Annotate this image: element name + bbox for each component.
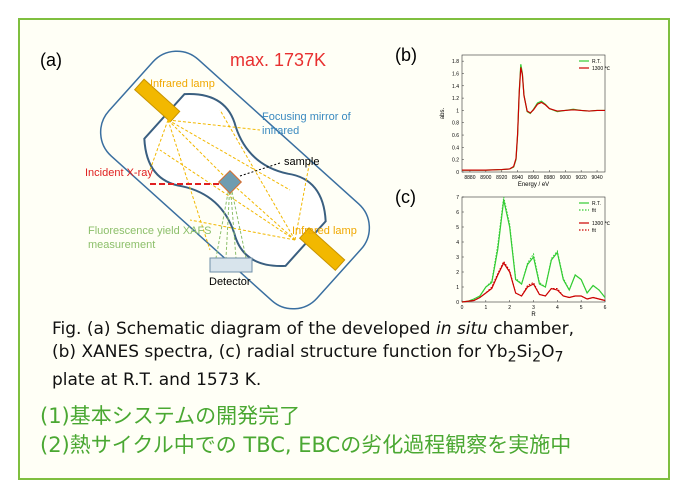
subscript: 2 — [508, 349, 517, 365]
y-tick-label: 0.2 — [452, 158, 459, 164]
y-tick-label: 3 — [456, 255, 459, 261]
legend-label: fit — [592, 228, 597, 234]
caption-text: Si — [517, 342, 533, 362]
mirror-label: infrared — [262, 125, 299, 137]
y-tick-label: 1.8 — [452, 59, 459, 65]
legend-label: 1300 ℃ — [592, 66, 611, 72]
x-tick-label: 8980 — [544, 175, 555, 181]
note: (1)基本システムの開発完了 — [40, 402, 571, 431]
panel-label: (a) — [40, 50, 62, 70]
series-line — [462, 263, 605, 302]
caption-italic: in situ — [436, 319, 488, 339]
caption-text: O — [541, 342, 554, 362]
fluorescence-label: measurement — [88, 239, 155, 251]
subscript: 2 — [532, 349, 541, 365]
y-tick-label: 4 — [456, 240, 459, 246]
caption: Fig. (a) Schematic diagram of the develo… — [52, 318, 652, 392]
detector-box — [210, 258, 252, 272]
plot-frame — [462, 55, 605, 172]
y-tick-label: 1 — [456, 285, 459, 291]
y-tick-label: 2 — [456, 270, 459, 276]
y-tick-label: 5 — [456, 225, 459, 231]
caption-text: (b) XANES spectra, (c) radial structure … — [52, 342, 508, 362]
legend-label: R.T. — [592, 59, 601, 65]
subscript: 7 — [555, 349, 564, 365]
lamp-label: Infrared lamp — [292, 225, 357, 237]
lamp-label: Infrared lamp — [150, 78, 215, 90]
x-tick-label: 6 — [604, 305, 607, 311]
x-tick-label: 8920 — [496, 175, 507, 181]
caption-text: plate at R.T. and 1573 K. — [52, 370, 261, 390]
detector-label: Detector — [209, 276, 251, 288]
panel-label: (c) — [395, 187, 416, 207]
series-line — [462, 67, 605, 170]
legend-label: R.T. — [592, 201, 601, 207]
x-tick-label: 8880 — [464, 175, 475, 181]
x-tick-label: 8960 — [528, 175, 539, 181]
y-tick-label: 6 — [456, 210, 459, 216]
series-line — [462, 262, 605, 303]
incident-label: Incident X-ray — [85, 167, 153, 179]
y-tick-label: 1.6 — [452, 71, 459, 77]
y-tick-label: 0.8 — [452, 121, 459, 127]
y-tick-label: 0.6 — [452, 133, 459, 139]
caption-text: chamber, — [488, 319, 574, 339]
sample-label: sample — [284, 156, 319, 168]
x-tick-label: 3 — [532, 305, 535, 311]
note: (2)熱サイクル中での TBC, EBCの劣化過程観察を実施中 — [40, 431, 571, 460]
x-tick-label: 2 — [508, 305, 511, 311]
y-axis-label: abs. — [440, 107, 446, 119]
y-tick-label: 1 — [456, 108, 459, 114]
notes: (1)基本システムの開発完了 (2)熱サイクル中での TBC, EBCの劣化過程… — [40, 402, 571, 460]
y-tick-label: 7 — [456, 195, 459, 201]
y-tick-label: 0.4 — [452, 145, 459, 151]
legend-label: 1300 ℃ — [592, 221, 611, 227]
x-tick-label: 8900 — [480, 175, 491, 181]
page: (a) max. 1737K Infrared lamp Focusing mi… — [0, 0, 687, 499]
series-line — [462, 64, 605, 170]
legend-label: fit — [592, 208, 597, 214]
fluorescence-label: Fluorescence yield XAFS — [88, 225, 212, 237]
series-line — [462, 200, 605, 302]
x-tick-label: 9020 — [576, 175, 587, 181]
x-tick-label: 1 — [484, 305, 487, 311]
y-tick-label: 1.4 — [452, 84, 459, 90]
x-tick-label: 0 — [461, 305, 464, 311]
panel-label: (b) — [395, 45, 417, 65]
x-tick-label: 4 — [556, 305, 559, 311]
temperature: max. 1737K — [230, 50, 326, 70]
x-axis-label: Energy / eV — [518, 182, 549, 188]
x-tick-label: 9000 — [560, 175, 571, 181]
caption-text: Fig. (a) Schematic diagram of the develo… — [52, 319, 436, 339]
mirror-label: Focusing mirror of — [262, 111, 352, 123]
x-tick-label: 5 — [580, 305, 583, 311]
x-tick-label: 8940 — [512, 175, 523, 181]
x-tick-label: 9040 — [591, 175, 602, 181]
figure: (a) max. 1737K Infrared lamp Focusing mi… — [0, 0, 687, 320]
y-tick-label: 0 — [456, 300, 459, 306]
y-tick-label: 1.2 — [452, 96, 459, 102]
y-tick-label: 0 — [456, 170, 459, 176]
